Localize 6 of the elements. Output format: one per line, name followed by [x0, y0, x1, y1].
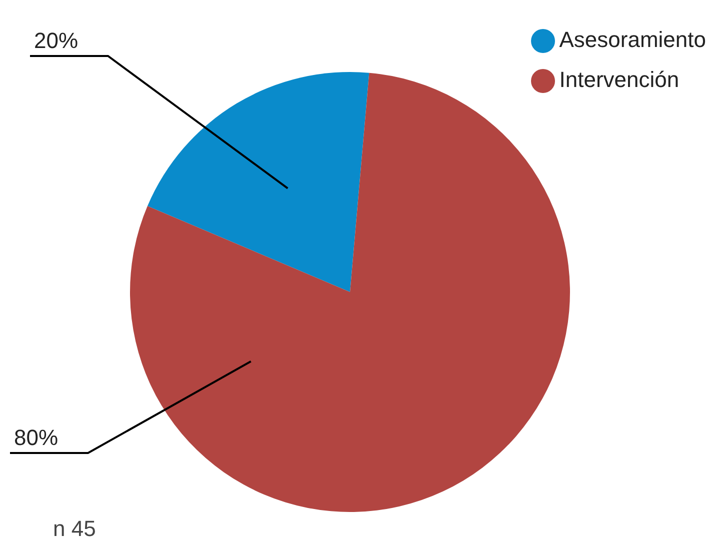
text: n 45: [53, 516, 96, 540]
data-label: 20%: [34, 28, 78, 53]
data-label: 80%: [14, 425, 58, 450]
pie-slice: [147, 72, 370, 292]
legend-label: Asesoramiento: [559, 27, 706, 52]
legend-label: Intervención: [559, 67, 680, 92]
